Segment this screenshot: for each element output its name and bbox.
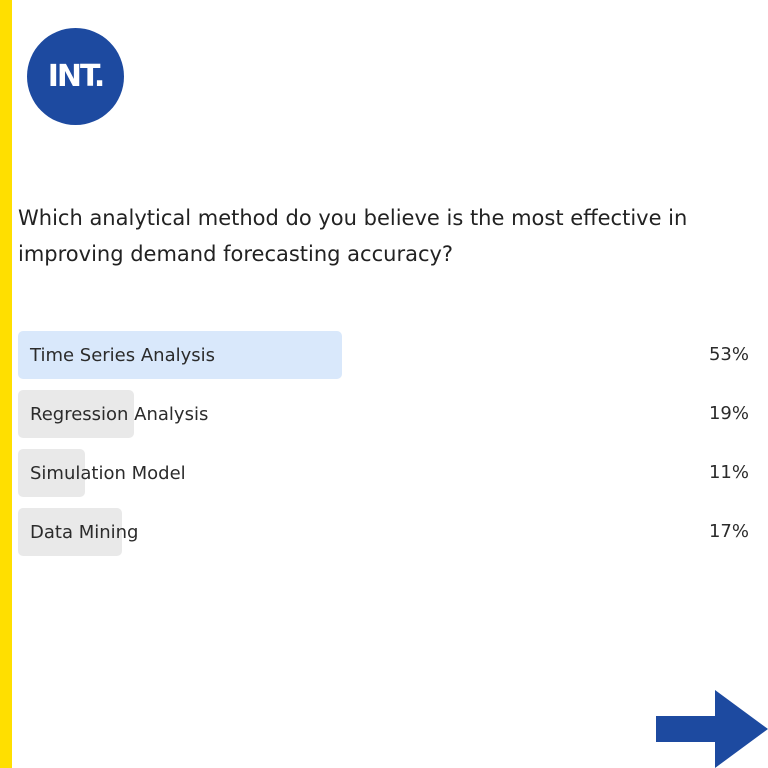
poll-result-bar — [18, 390, 135, 438]
poll-option-label: Simulation Model — [30, 462, 186, 484]
poll-option-label: Time Series Analysis — [30, 344, 216, 366]
poll-option-percent: 17% — [708, 521, 749, 542]
poll-question: Which analytical method do you believe i… — [18, 206, 688, 266]
poll-option-label: Data Mining — [30, 521, 139, 543]
poll-result-bar — [18, 331, 343, 379]
poll-option-simulation-model[interactable]: Simulation Model 11% — [18, 449, 749, 497]
accent-stripe — [0, 0, 12, 768]
poll-option-percent: 53% — [708, 344, 749, 365]
poll-option-data-mining[interactable]: Data Mining 17% — [18, 508, 749, 556]
brand-logo: INT. — [27, 28, 124, 125]
logo-text: INT. — [47, 58, 106, 94]
poll-option-percent: 11% — [708, 462, 749, 483]
poll-result-bar — [18, 508, 123, 556]
arrow-right-icon[interactable] — [656, 690, 768, 768]
poll-option-time-series-analysis[interactable]: Time Series Analysis 53% — [18, 331, 749, 379]
poll-option-regression-analysis[interactable]: Regression Analysis 19% — [18, 390, 749, 438]
poll-options: Time Series Analysis 53% Regression Anal… — [18, 331, 749, 567]
poll-option-label: Regression Analysis — [30, 403, 209, 425]
poll-result-bar — [18, 449, 86, 497]
poll-option-percent: 19% — [708, 403, 749, 424]
